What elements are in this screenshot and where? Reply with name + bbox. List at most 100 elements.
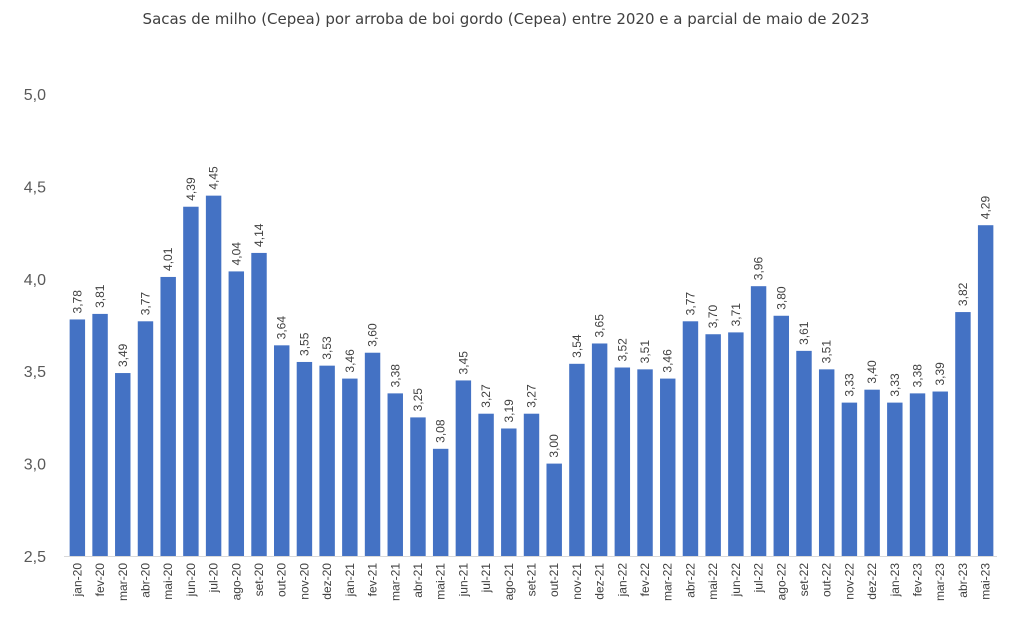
bar bbox=[342, 378, 358, 556]
bar bbox=[319, 365, 335, 556]
data-label: 3,46 bbox=[661, 349, 675, 373]
data-label: 3,60 bbox=[366, 323, 380, 347]
data-label: 4,14 bbox=[252, 223, 266, 247]
bar bbox=[228, 271, 245, 556]
bar bbox=[296, 361, 313, 556]
data-label: 3,71 bbox=[729, 303, 743, 327]
bar bbox=[682, 321, 699, 556]
x-tick-label: fev-22 bbox=[638, 563, 652, 597]
data-label: 3,39 bbox=[933, 362, 947, 386]
x-tick-label: dez-21 bbox=[593, 563, 607, 600]
data-label: 3,49 bbox=[116, 343, 130, 367]
data-label: 3,27 bbox=[479, 384, 493, 408]
data-label: 3,52 bbox=[615, 338, 629, 362]
bar bbox=[410, 417, 426, 556]
data-label: 3,54 bbox=[570, 334, 584, 358]
x-tick-label: nov-20 bbox=[297, 563, 311, 600]
x-tick-label: nov-21 bbox=[570, 563, 584, 600]
x-tick-label: mai-21 bbox=[434, 563, 448, 600]
x-tick-label: out-20 bbox=[275, 563, 289, 597]
x-tick-label: mar-20 bbox=[116, 563, 130, 601]
data-label: 4,29 bbox=[979, 196, 993, 220]
bar bbox=[160, 276, 176, 556]
bar bbox=[205, 195, 222, 556]
data-label: 3,38 bbox=[911, 364, 925, 388]
data-label: 3,80 bbox=[774, 286, 788, 310]
x-tick-label: fev-20 bbox=[93, 563, 107, 597]
x-tick-label: jan-21 bbox=[343, 563, 357, 598]
data-label: 3,82 bbox=[956, 282, 970, 306]
y-tick-label: 3,0 bbox=[24, 457, 46, 474]
x-tick-label: set-20 bbox=[252, 563, 266, 597]
bar bbox=[660, 378, 676, 556]
data-label: 3,70 bbox=[706, 305, 720, 329]
x-tick-label: ago-22 bbox=[774, 563, 788, 601]
x-tick-label: jun-21 bbox=[456, 563, 470, 598]
bar bbox=[932, 391, 948, 556]
bar bbox=[364, 352, 381, 556]
y-tick-label: 4,5 bbox=[24, 179, 46, 196]
bar bbox=[955, 312, 971, 556]
y-tick-label: 3,5 bbox=[24, 364, 46, 381]
x-tick-label: fev-23 bbox=[911, 563, 925, 597]
data-label: 3,45 bbox=[456, 351, 470, 375]
x-tick-label: nov-22 bbox=[842, 563, 856, 600]
y-tick-label: 4,0 bbox=[24, 272, 46, 289]
data-label: 4,01 bbox=[161, 247, 175, 271]
data-label: 3,38 bbox=[388, 364, 402, 388]
bar bbox=[614, 367, 631, 556]
data-label: 3,33 bbox=[888, 373, 902, 397]
data-label: 3,65 bbox=[593, 314, 607, 338]
chart-title: Sacas de milho (Cepea) por arroba de boi… bbox=[142, 10, 870, 28]
x-tick-label: abr-21 bbox=[411, 563, 425, 598]
x-tick-label: abr-23 bbox=[956, 563, 970, 598]
x-tick-label: jul-21 bbox=[479, 563, 493, 594]
bar bbox=[501, 428, 517, 556]
data-label: 3,78 bbox=[70, 290, 84, 314]
data-label: 4,45 bbox=[207, 166, 221, 190]
bar bbox=[92, 313, 108, 556]
data-label: 3,77 bbox=[683, 292, 697, 316]
y-tick-label: 2,5 bbox=[24, 549, 46, 566]
x-tick-label: abr-20 bbox=[138, 563, 152, 598]
data-label: 3,08 bbox=[434, 419, 448, 443]
bar bbox=[546, 463, 562, 556]
data-label: 3,51 bbox=[820, 340, 834, 364]
data-label: 3,77 bbox=[138, 292, 152, 316]
x-tick-label: mai-23 bbox=[979, 563, 993, 600]
y-tick-label: 5,0 bbox=[24, 87, 46, 104]
bar bbox=[887, 402, 903, 556]
data-label: 3,46 bbox=[343, 349, 357, 373]
x-tick-label: jul-20 bbox=[207, 563, 221, 594]
bar bbox=[637, 369, 653, 556]
bar bbox=[977, 225, 994, 556]
x-tick-label: mar-23 bbox=[933, 563, 947, 601]
bar bbox=[387, 393, 403, 556]
bar bbox=[591, 343, 608, 556]
bar bbox=[183, 206, 199, 556]
data-label: 3,40 bbox=[865, 360, 879, 384]
data-label: 3,55 bbox=[297, 332, 311, 356]
x-tick-label: set-22 bbox=[797, 563, 811, 597]
x-tick-label: jan-23 bbox=[888, 563, 902, 598]
x-tick-label: jul-22 bbox=[752, 563, 766, 594]
bar bbox=[773, 315, 790, 556]
x-tick-label: mai-20 bbox=[161, 563, 175, 600]
data-label: 3,51 bbox=[638, 340, 652, 364]
data-label: 3,53 bbox=[320, 336, 334, 360]
bar bbox=[478, 413, 494, 556]
bar bbox=[569, 363, 585, 556]
x-tick-label: jun-22 bbox=[729, 563, 743, 598]
bar bbox=[705, 334, 721, 556]
x-tick-label: fev-21 bbox=[366, 563, 380, 597]
x-tick-label: ago-21 bbox=[502, 563, 516, 601]
data-label: 4,39 bbox=[184, 177, 198, 201]
x-tick-label: jan-20 bbox=[70, 563, 84, 598]
bar bbox=[115, 373, 131, 556]
data-label: 3,81 bbox=[93, 284, 107, 308]
x-tick-label: abr-22 bbox=[683, 563, 697, 598]
bar bbox=[728, 332, 744, 556]
x-tick-label: out-22 bbox=[820, 563, 834, 597]
data-label: 3,96 bbox=[752, 257, 766, 281]
